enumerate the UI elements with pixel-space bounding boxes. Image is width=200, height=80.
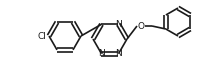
Text: O: O xyxy=(137,22,144,30)
Text: N: N xyxy=(115,49,121,58)
Text: N: N xyxy=(98,49,104,58)
Text: N: N xyxy=(115,20,121,29)
Text: Cl: Cl xyxy=(37,32,46,40)
